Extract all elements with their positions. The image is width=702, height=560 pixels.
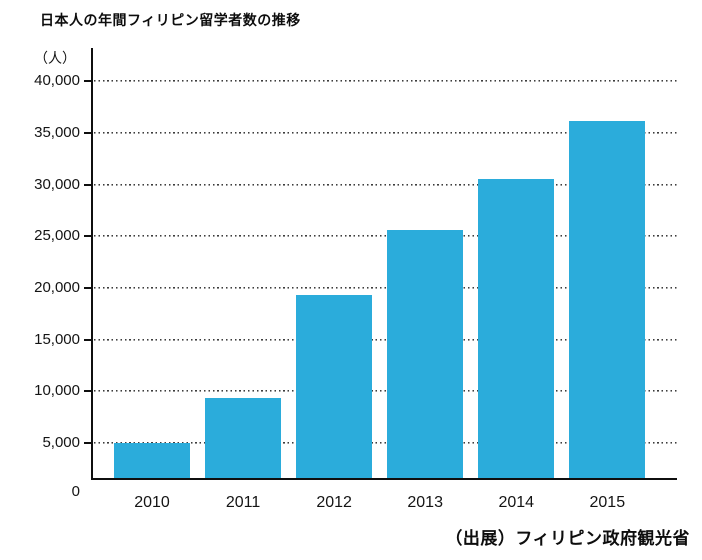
y-axis-unit-label: （人） [34,50,76,66]
x-tick-label-2015: 2015 [589,494,626,511]
gridline-5000 [94,442,677,444]
y-tick-5000 [84,442,93,444]
gridline-40000 [94,80,677,83]
bar-2014 [478,179,555,479]
y-tick-label-30000: 30,000 [34,175,80,193]
bar-2013 [387,229,464,479]
y-axis-line [91,48,93,480]
y-tick-label-25000: 25,000 [34,227,80,245]
y-tick-10000 [84,390,93,393]
y-tick-label-0: 0 [71,483,80,500]
y-tick-label-40000: 40,000 [34,72,80,90]
chart-title: 日本人の年間フィリピン留学者数の推移 [40,12,301,28]
y-tick-label-5000: 5,000 [42,434,80,451]
bar-2010 [114,443,190,479]
x-tick-label-2010: 2010 [134,494,170,511]
y-tick-25000 [84,235,93,238]
y-tick-label-10000: 10,000 [34,382,80,400]
gridline-20000 [94,286,677,289]
y-tick-15000 [84,338,93,341]
gridline-10000 [94,390,677,393]
bar-2015 [569,121,646,479]
y-tick-label-15000: 15,000 [34,330,80,348]
y-tick-40000 [84,80,93,83]
y-tick-label-35000: 35,000 [34,123,80,141]
x-tick-label-2011: 2011 [225,494,261,511]
x-tick-label-2013: 2013 [407,494,443,511]
gridline-25000 [94,235,677,238]
x-axis-line [91,478,677,480]
x-tick-label-2012: 2012 [316,494,352,511]
bar-2012 [296,295,373,479]
y-tick-label-20000: 20,000 [34,278,80,296]
y-tick-30000 [84,183,93,186]
gridline-30000 [94,183,677,186]
source-note: （出展）フィリピン政府観光省 [445,529,690,548]
y-tick-20000 [84,286,93,289]
bar-2011 [205,397,282,479]
gridline-35000 [94,131,677,134]
gridline-15000 [94,338,677,341]
y-tick-35000 [84,131,93,134]
x-tick-label-2014: 2014 [498,494,535,511]
